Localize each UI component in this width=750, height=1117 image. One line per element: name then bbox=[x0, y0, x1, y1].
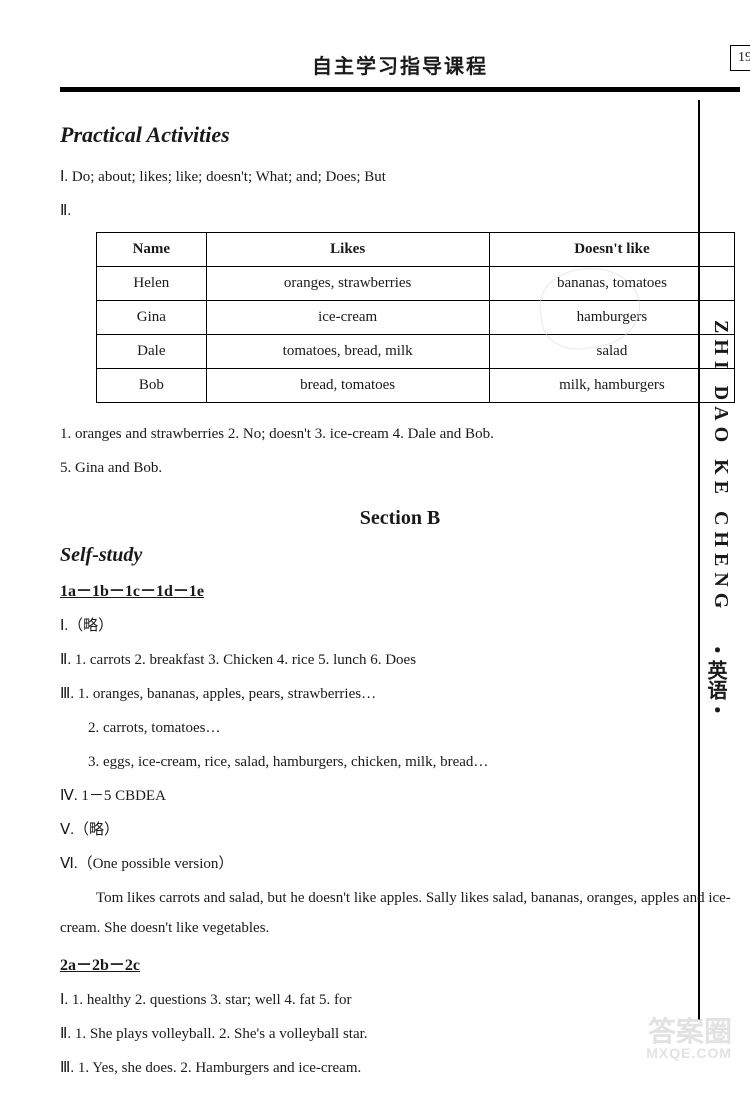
section-b-title: Section B bbox=[60, 507, 740, 530]
table-header-row: Name Likes Doesn't like bbox=[97, 233, 735, 267]
subsection-1: 1a－1b－1c－1d－1e bbox=[60, 577, 740, 601]
cell: hamburgers bbox=[489, 301, 735, 335]
practical-line1: Ⅰ. Do; about; likes; like; doesn't; What… bbox=[60, 162, 740, 192]
ss-l4: Ⅳ. 1－5 CBDEA bbox=[60, 781, 740, 811]
cell: bananas, tomatoes bbox=[489, 267, 735, 301]
cell: Helen bbox=[97, 267, 207, 301]
cell: Dale bbox=[97, 335, 207, 369]
header-rule bbox=[60, 87, 740, 92]
th-likes: Likes bbox=[206, 233, 489, 267]
page-header: 自主学习指导课程 19 bbox=[60, 50, 740, 79]
cell: salad bbox=[489, 335, 735, 369]
practical-answers1: 1. oranges and strawberries 2. No; doesn… bbox=[60, 419, 740, 449]
selfstudy-title: Self-study bbox=[60, 544, 740, 567]
ss-l6: Ⅵ.（One possible version） bbox=[60, 849, 740, 879]
watermark-line2: MXQE.COM bbox=[646, 1046, 732, 1060]
cell: Bob bbox=[97, 369, 207, 403]
cell: oranges, strawberries bbox=[206, 267, 489, 301]
watermark-bottom: 答案圈 MXQE.COM bbox=[646, 1018, 732, 1060]
s2-l2: Ⅱ. 1. She plays volleyball. 2. She's a v… bbox=[60, 1019, 740, 1049]
practical-title: Practical Activities bbox=[60, 122, 740, 148]
s2-l3: Ⅲ. 1. Yes, she does. 2. Hamburgers and i… bbox=[60, 1053, 740, 1083]
table-row: Gina ice-cream hamburgers bbox=[97, 301, 735, 335]
header-title: 自主学习指导课程 bbox=[312, 50, 488, 79]
ss-l3: Ⅲ. 1. oranges, bananas, apples, pears, s… bbox=[60, 679, 740, 709]
ss-l6para: Tom likes carrots and salad, but he does… bbox=[60, 883, 740, 943]
ss-l1: Ⅰ.（略） bbox=[60, 611, 740, 641]
cell: tomatoes, bread, milk bbox=[206, 335, 489, 369]
table-row: Helen oranges, strawberries bananas, tom… bbox=[97, 267, 735, 301]
cell: ice-cream bbox=[206, 301, 489, 335]
ss-l5: Ⅴ.（略） bbox=[60, 815, 740, 845]
table-row: Bob bread, tomatoes milk, hamburgers bbox=[97, 369, 735, 403]
cell: Gina bbox=[97, 301, 207, 335]
likes-table: Name Likes Doesn't like Helen oranges, s… bbox=[96, 232, 735, 403]
practical-answers2: 5. Gina and Bob. bbox=[60, 453, 740, 483]
page-number: 19 bbox=[730, 45, 750, 71]
table-row: Dale tomatoes, bread, milk salad bbox=[97, 335, 735, 369]
ss-l2: Ⅱ. 1. carrots 2. breakfast 3. Chicken 4.… bbox=[60, 645, 740, 675]
th-doesnt: Doesn't like bbox=[489, 233, 735, 267]
ss-l3c: 3. eggs, ice-cream, rice, salad, hamburg… bbox=[60, 747, 740, 777]
cell: bread, tomatoes bbox=[206, 369, 489, 403]
page-content: 自主学习指导课程 19 Practical Activities Ⅰ. Do; … bbox=[0, 0, 750, 1117]
subsection-2: 2a－2b－2c bbox=[60, 951, 740, 975]
th-name: Name bbox=[97, 233, 207, 267]
ss-l3b: 2. carrots, tomatoes… bbox=[60, 713, 740, 743]
watermark-line1: 答案圈 bbox=[648, 1016, 732, 1047]
practical-line2: Ⅱ. bbox=[60, 196, 740, 226]
s2-l1: Ⅰ. 1. healthy 2. questions 3. star; well… bbox=[60, 985, 740, 1015]
cell: milk, hamburgers bbox=[489, 369, 735, 403]
